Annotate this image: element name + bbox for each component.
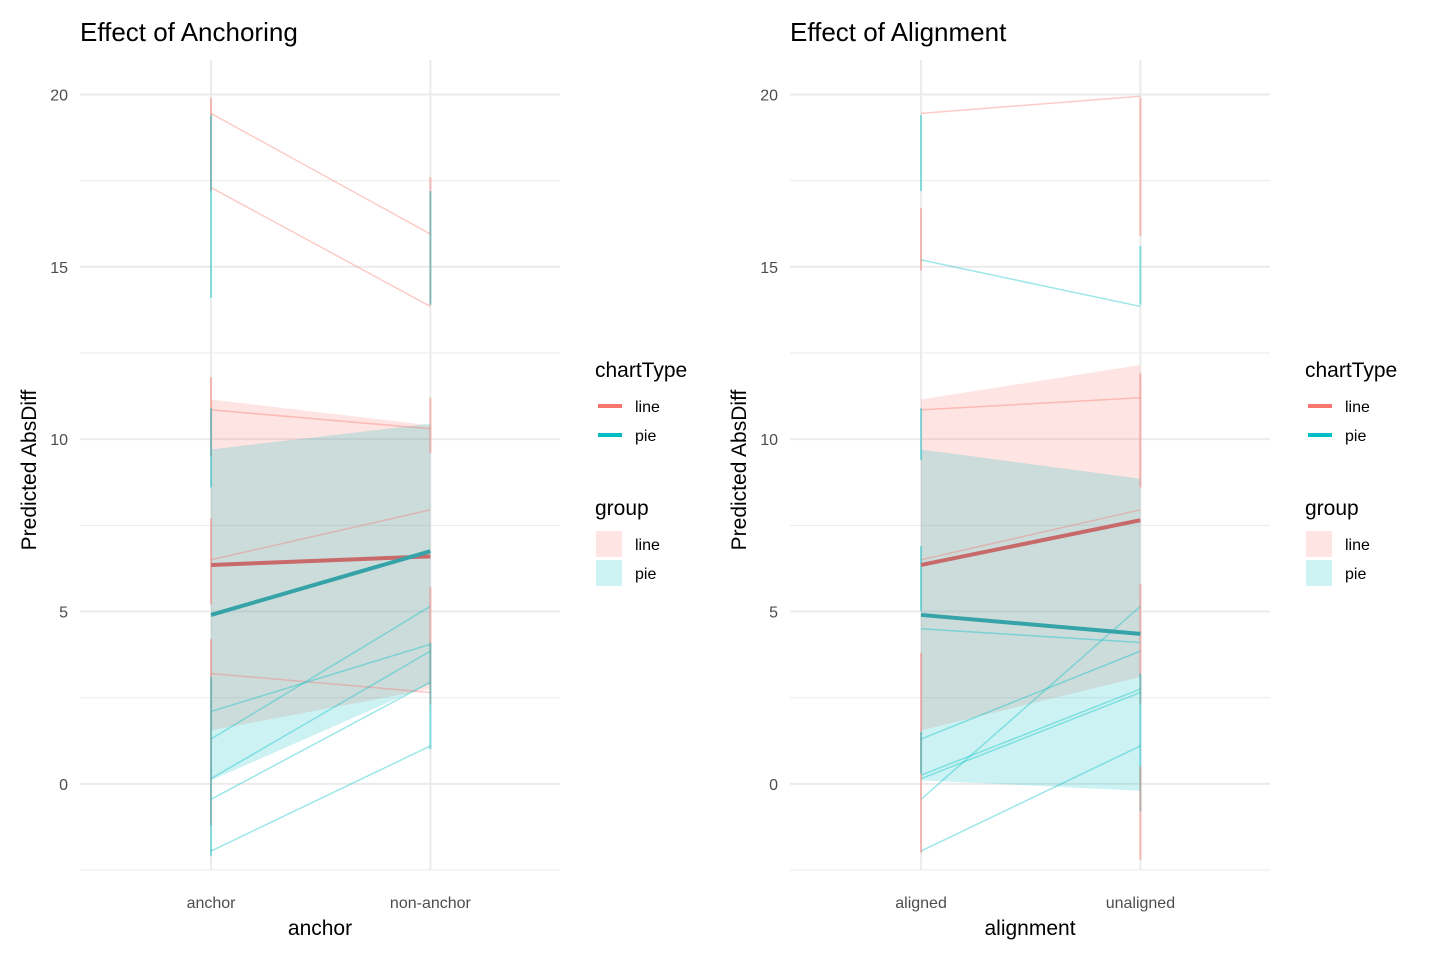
y-tick-label: 0 — [769, 777, 778, 794]
individual-line-pie — [920, 605, 1141, 800]
legend-label: line — [1345, 537, 1370, 554]
legend-label: line — [635, 399, 660, 416]
individual-line-line — [920, 397, 1141, 411]
legend-label: pie — [635, 566, 656, 583]
x-tick-label: non-anchor — [390, 895, 472, 912]
individual-line-pie — [920, 688, 1141, 776]
y-tick-label: 0 — [59, 777, 68, 794]
chart-panel-1: 0 5 10 15 20 anchor non-anchor Effect of Anchor… — [18, 17, 687, 940]
legend-key-fill-line — [1306, 531, 1332, 557]
individual-line-line — [210, 509, 431, 561]
y-tick-label: 5 — [59, 604, 68, 621]
legend-key-fill-line — [596, 531, 622, 557]
grid-lines — [790, 60, 1270, 871]
legend-label: line — [1345, 399, 1370, 416]
panel-title: Effect of Anchoring — [80, 17, 298, 47]
legend-key-fill-pie — [596, 560, 622, 586]
chart-panel-2: 0 5 10 15 20 aligned unaligned Effect of Alignm… — [728, 17, 1397, 940]
individual-line-line — [210, 672, 431, 694]
individual-line-line — [210, 186, 431, 308]
x-axis-title: alignment — [984, 917, 1075, 940]
legend-key-fill-pie — [1306, 560, 1332, 586]
individual-line-pie — [210, 745, 431, 852]
confidence-ribbon-line — [211, 399, 431, 731]
x-tick-label: unaligned — [1106, 895, 1175, 912]
y-tick-label: 15 — [50, 260, 68, 277]
legend: chartType line pie group line pie — [595, 359, 687, 586]
x-axis-title: anchor — [288, 917, 352, 940]
legend-title-charttype: chartType — [1305, 359, 1397, 382]
individual-line-pie — [920, 650, 1141, 740]
legend-label: pie — [1345, 428, 1366, 445]
individual-line-pie — [920, 627, 1141, 644]
individual-line-line — [210, 409, 431, 430]
individual-line-pie — [210, 650, 431, 780]
y-axis-title: Predicted AbsDiff — [18, 389, 41, 550]
y-tick-label: 10 — [760, 432, 778, 449]
panel-title: Effect of Alignment — [790, 17, 1007, 47]
individual-line-line — [920, 509, 1141, 561]
y-axis-title: Predicted AbsDiff — [728, 389, 751, 550]
legend-label: pie — [1345, 566, 1366, 583]
legend-title-group: group — [1305, 497, 1359, 520]
individual-line-pie — [210, 643, 431, 713]
legend: chartType line pie group line pie — [1305, 359, 1397, 586]
individual-line-pie — [210, 681, 431, 801]
y-tick-label: 5 — [769, 604, 778, 621]
series-line-line — [210, 554, 431, 567]
individual-line-pie — [920, 745, 1141, 852]
series-line-pie — [920, 612, 1141, 636]
individual-line-line — [920, 95, 1141, 115]
x-tick-label: anchor — [187, 895, 237, 912]
series-line-pie — [210, 549, 431, 617]
individual-line-pie — [920, 691, 1141, 780]
confidence-ribbon-line — [921, 365, 1141, 731]
confidence-ribbon-pie — [211, 423, 431, 781]
individual-line-pie — [920, 259, 1141, 308]
x-tick-label: aligned — [895, 895, 947, 912]
individual-line-line — [210, 112, 431, 235]
y-tick-label: 15 — [760, 260, 778, 277]
grid-lines — [80, 60, 560, 871]
legend-title-charttype: chartType — [595, 359, 687, 382]
y-tick-label: 20 — [50, 87, 68, 104]
individual-line-pie — [210, 605, 431, 740]
confidence-ribbon-pie — [921, 449, 1141, 791]
legend-label: line — [635, 537, 660, 554]
series-line-line — [920, 518, 1141, 567]
y-tick-label: 10 — [50, 432, 68, 449]
y-tick-label: 20 — [760, 87, 778, 104]
legend-title-group: group — [595, 497, 649, 520]
legend-label: pie — [635, 428, 656, 445]
